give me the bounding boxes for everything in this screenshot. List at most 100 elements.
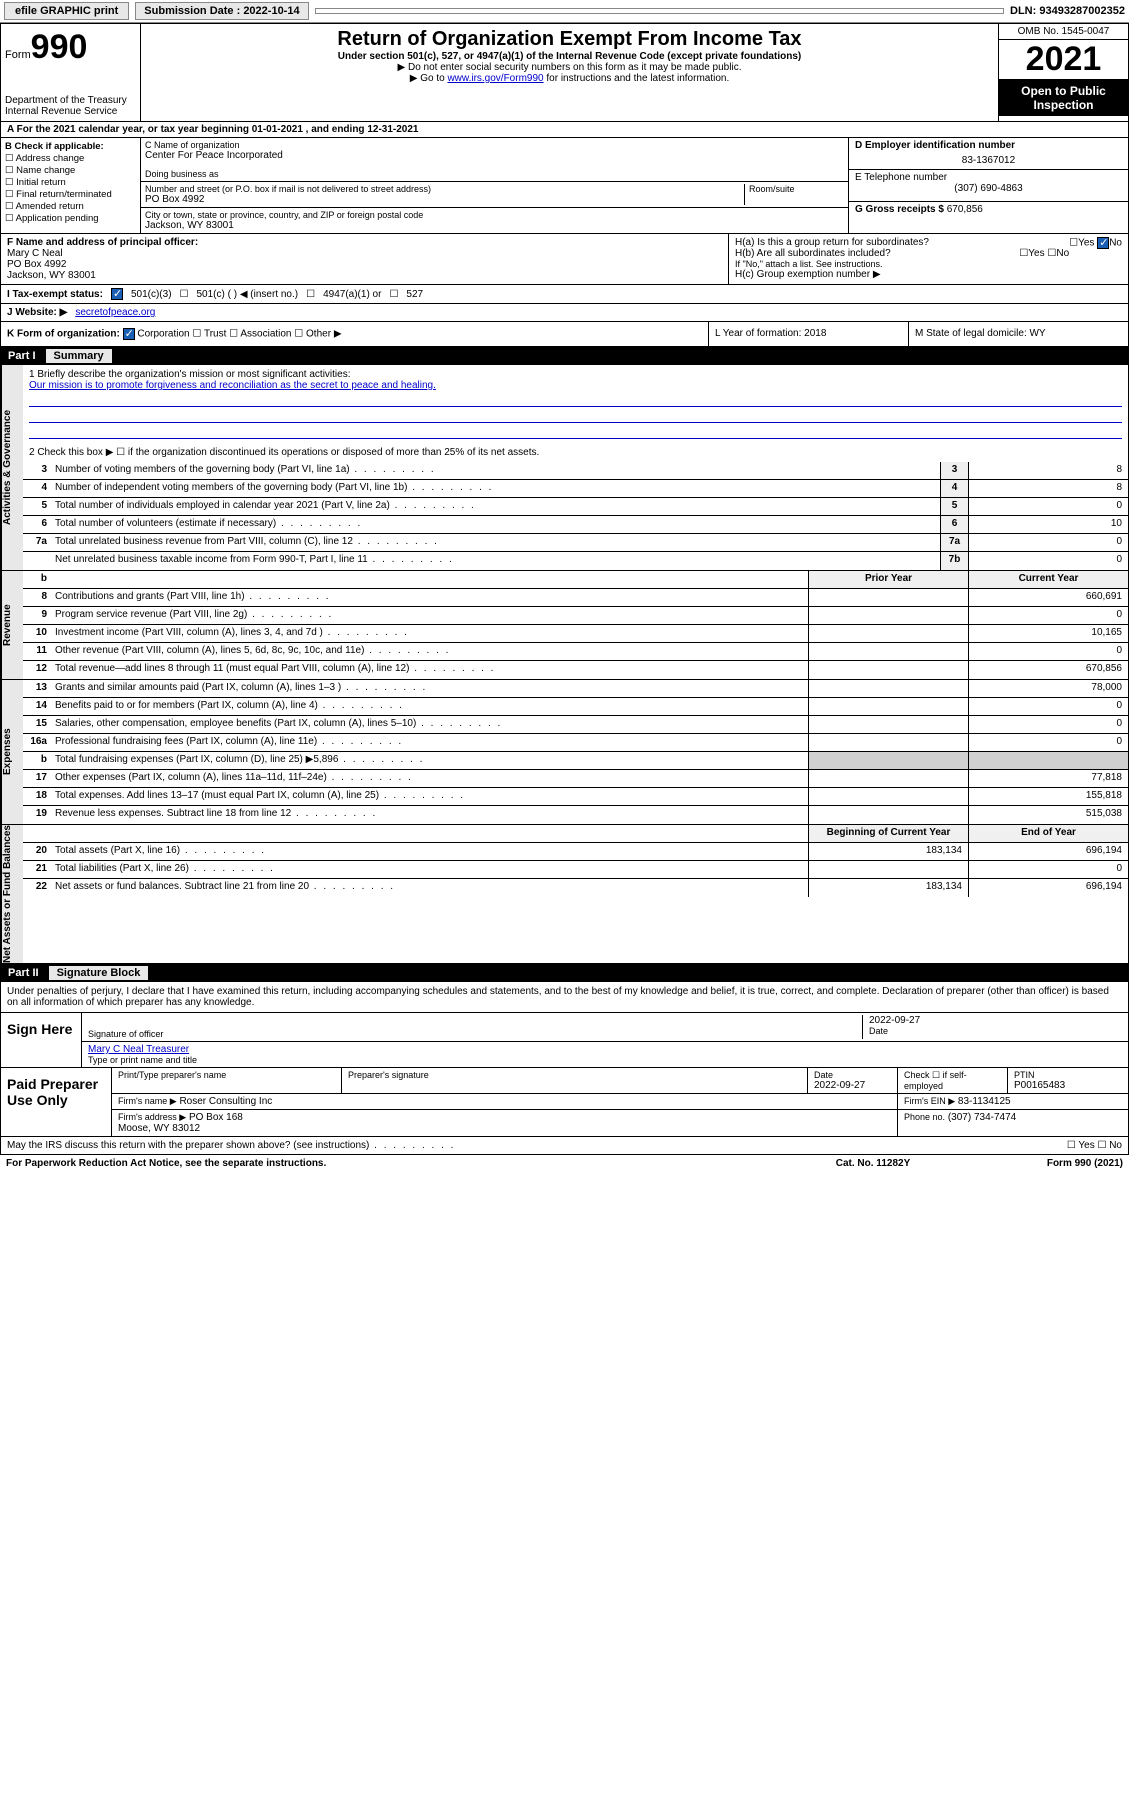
row-j: J Website: ▶ secretofpeace.org (0, 304, 1129, 322)
prep-date-cell: Date2022-09-27 (808, 1068, 898, 1093)
goto-post: for instructions and the latest informat… (544, 73, 730, 84)
vtab-expenses: Expenses (1, 680, 23, 824)
summary-line: 12Total revenue—add lines 8 through 11 (… (23, 661, 1128, 679)
cb-final-return[interactable]: ☐ Final return/terminated (5, 189, 136, 200)
part1-title: Summary (46, 349, 112, 363)
form-num: 990 (31, 28, 88, 66)
part1-header: Part I Summary (0, 347, 1129, 365)
sig-officer-field: Signature of officer (88, 1015, 862, 1039)
form-number: Form990 (5, 28, 136, 67)
sig-officer-label: Signature of officer (88, 1029, 862, 1039)
sign-here-label: Sign Here (1, 1013, 81, 1067)
cb-corp[interactable] (123, 328, 135, 340)
discuss-yesno: ☐ Yes ☐ No (1067, 1140, 1122, 1151)
vtab-netassets: Net Assets or Fund Balances (1, 825, 23, 963)
officer-addr1: PO Box 4992 (7, 259, 722, 270)
bottom-row: For Paperwork Reduction Act Notice, see … (0, 1155, 1129, 1172)
hdr-num: b (23, 571, 51, 588)
summary-line: 9Program service revenue (Part VIII, lin… (23, 607, 1128, 625)
sig-intro: Under penalties of perjury, I declare th… (1, 982, 1128, 1012)
prep-cells: Print/Type preparer's name Preparer's si… (111, 1068, 1128, 1136)
header-right: OMB No. 1545-0047 2021 Open to Public In… (998, 24, 1128, 121)
row-l: L Year of formation: 2018 (708, 322, 908, 346)
i-label: I Tax-exempt status: (7, 289, 103, 300)
j-label: J Website: ▶ (7, 307, 67, 318)
exp-body: 13Grants and similar amounts paid (Part … (23, 680, 1128, 824)
ptin-cell: PTINP00165483 (1008, 1068, 1128, 1093)
mission-rule (29, 393, 1122, 407)
rev-col-header: b Prior Year Current Year (23, 571, 1128, 589)
part2-title: Signature Block (49, 966, 149, 980)
mission-label: 1 Briefly describe the organization's mi… (29, 369, 1122, 380)
type-print-label: Type or print name and title (88, 1055, 1122, 1065)
summary-line: 8Contributions and grants (Part VIII, li… (23, 589, 1128, 607)
cell-city: City or town, state or province, country… (141, 208, 848, 233)
cb-name-change[interactable]: ☐ Name change (5, 165, 136, 176)
ha-no-check[interactable] (1097, 237, 1109, 249)
firm-name-cell: Firm's name ▶ Roser Consulting Inc (112, 1094, 898, 1109)
block-bcdeg: B Check if applicable: ☐ Address change … (0, 138, 1129, 234)
goto-pre: ▶ Go to (410, 73, 448, 84)
summary-line: 5Total number of individuals employed in… (23, 498, 1128, 516)
officer-name: Mary C Neal (7, 248, 722, 259)
vtab-governance: Activities & Governance (1, 365, 23, 570)
firm-ein-cell: Firm's EIN ▶ 83-1134125 (898, 1094, 1128, 1109)
cb-initial-return[interactable]: ☐ Initial return (5, 177, 136, 188)
street-value: PO Box 4992 (145, 194, 744, 205)
paperwork-notice: For Paperwork Reduction Act Notice, see … (6, 1158, 773, 1169)
room-label: Room/suite (749, 184, 844, 194)
row-h: H(a) Is this a group return for subordin… (728, 234, 1128, 284)
officer-name-field: Mary C Neal Treasurer Type or print name… (88, 1044, 1122, 1065)
cb-amended-return[interactable]: ☐ Amended return (5, 201, 136, 212)
cell-street: Number and street (or P.O. box if mail i… (141, 182, 848, 208)
sig-date: 2022-09-27 (869, 1015, 1122, 1026)
irs-link[interactable]: www.irs.gov/Form990 (447, 73, 543, 84)
summary-revenue: Revenue b Prior Year Current Year 8Contr… (0, 571, 1129, 680)
row-f: F Name and address of principal officer:… (1, 234, 728, 284)
efile-print-button[interactable]: efile GRAPHIC print (4, 2, 129, 20)
part2-header: Part II Signature Block (0, 964, 1129, 982)
officer-name-row: Mary C Neal Treasurer Type or print name… (81, 1042, 1128, 1067)
discuss-text: May the IRS discuss this return with the… (7, 1140, 1067, 1151)
hc: H(c) Group exemption number ▶ (735, 269, 1122, 280)
row-k: K Form of organization: Corporation ☐ Tr… (1, 322, 708, 346)
hdr-beg: Beginning of Current Year (808, 825, 968, 842)
org-name: Center For Peace Incorporated (145, 150, 844, 161)
form-footer: Form 990 (2021) (973, 1158, 1123, 1169)
cb-address-change[interactable]: ☐ Address change (5, 153, 136, 164)
gross-value: 670,856 (947, 204, 983, 215)
prep-line-1: Print/Type preparer's name Preparer's si… (111, 1068, 1128, 1094)
summary-line: Net unrelated business taxable income fr… (23, 552, 1128, 570)
sig-line (88, 1015, 862, 1029)
mission-block: 1 Briefly describe the organization's mi… (23, 365, 1128, 462)
row-fh: F Name and address of principal officer:… (0, 234, 1129, 285)
summary-netassets: Net Assets or Fund Balances Beginning of… (0, 825, 1129, 964)
firm-addr-cell: Firm's address ▶ PO Box 168 Moose, WY 83… (112, 1110, 898, 1136)
summary-line: 16aProfessional fundraising fees (Part I… (23, 734, 1128, 752)
form-title: Return of Organization Exempt From Incom… (149, 28, 990, 51)
form-label: Form (5, 49, 31, 61)
summary-line: 17Other expenses (Part IX, column (A), l… (23, 770, 1128, 788)
org-name-label: C Name of organization (145, 140, 844, 150)
opt-501c: 501(c) ( ) ◀ (insert no.) (197, 289, 299, 300)
cell-phone: E Telephone number (307) 690-4863 (849, 170, 1128, 202)
mission-text: Our mission is to promote forgiveness an… (29, 380, 1122, 391)
summary-line: 19Revenue less expenses. Subtract line 1… (23, 806, 1128, 824)
form-subtitle-1: Under section 501(c), 527, or 4947(a)(1)… (149, 51, 990, 62)
part1-label: Part I (8, 350, 36, 362)
prep-check-cell: Check ☐ if self-employed (898, 1068, 1008, 1093)
gross-label: G Gross receipts $ (855, 204, 944, 215)
prep-line-2: Firm's name ▶ Roser Consulting Inc Firm'… (111, 1094, 1128, 1110)
col-b-label: B Check if applicable: (5, 141, 136, 152)
cb-application-pending[interactable]: ☐ Application pending (5, 213, 136, 224)
cb-501c3[interactable] (111, 288, 123, 300)
prep-line-3: Firm's address ▶ PO Box 168 Moose, WY 83… (111, 1110, 1128, 1136)
opt-4947: 4947(a)(1) or (323, 289, 381, 300)
signature-block: Under penalties of perjury, I declare th… (0, 982, 1129, 1137)
hdr-curr: Current Year (968, 571, 1128, 588)
website-link[interactable]: secretofpeace.org (75, 307, 155, 318)
vtab-revenue: Revenue (1, 571, 23, 679)
sign-cells: Signature of officer 2022-09-27 Date Mar… (81, 1013, 1128, 1067)
city-label: City or town, state or province, country… (145, 210, 844, 220)
summary-line: bTotal fundraising expenses (Part IX, co… (23, 752, 1128, 770)
